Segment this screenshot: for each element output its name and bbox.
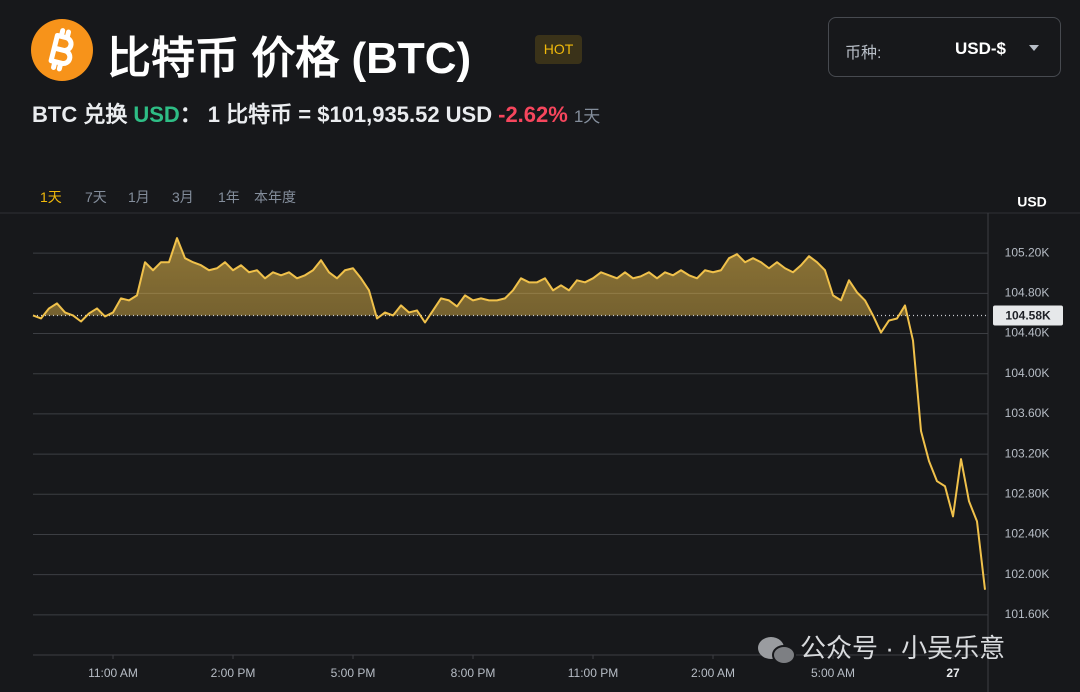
reference-label: 104.58K — [1005, 309, 1051, 323]
x-tick-label: 2:00 AM — [691, 666, 735, 680]
reference-tag — [993, 305, 1063, 326]
y-tick-label: 104.00K — [1005, 366, 1050, 380]
dropdown-arrow — [1029, 45, 1039, 51]
y-tick-label: 102.40K — [1005, 527, 1050, 541]
price-line — [32, 237, 986, 590]
x-tick-label: 5:00 PM — [331, 666, 376, 680]
select-label: 币种: — [845, 45, 882, 62]
range-tab[interactable]: 1月 — [128, 189, 150, 205]
y-tick-label: 101.60K — [1005, 607, 1050, 621]
y-tick-label: 103.20K — [1005, 446, 1050, 460]
hot-badge: HOT — [535, 35, 582, 64]
select-value: USD-$ — [955, 39, 1007, 58]
change: -2.62% — [498, 102, 568, 127]
colon: ： — [179, 102, 202, 127]
range-tab[interactable]: 本年度 — [254, 189, 296, 205]
x-tick-label: 2:00 PM — [211, 666, 256, 680]
y-tick-label: 104.80K — [1005, 286, 1050, 300]
rate: 1 比特币 = $101,935.52 USD — [207, 102, 493, 127]
range-tab[interactable]: 1年 — [218, 189, 240, 205]
btc-logo — [31, 19, 93, 81]
page-title: 比特币 价格 (BTC) — [107, 34, 472, 83]
range-tab[interactable]: 7天 — [85, 189, 107, 205]
y-tick-label: 102.80K — [1005, 486, 1050, 500]
x-tick-label: 5:00 AM — [811, 666, 855, 680]
x-tick-label: 11:00 AM — [88, 666, 138, 680]
y-tick-label: 102.00K — [1005, 567, 1050, 581]
period: 1天 — [573, 107, 601, 126]
pair: BTC 兑换 — [32, 102, 128, 127]
y-tick-label: 105.20K — [1005, 245, 1050, 259]
range-tab[interactable]: 1天 — [40, 189, 62, 205]
watermark-text: 公众号 · 小吴乐意 — [800, 633, 1005, 663]
y-unit: USD — [1017, 194, 1047, 210]
range-tab[interactable]: 3月 — [172, 189, 194, 205]
area-fill — [43, 238, 908, 316]
currency-select[interactable]: 币种: USD-$ — [828, 17, 1061, 77]
subtitle: BTC 兑换 USD： 1 比特币 = $101,935.52 USD -2.62% 1… — [32, 97, 606, 129]
x-tick-label: 8:00 PM — [451, 666, 496, 680]
watermark: 公众号 · 小吴乐意 — [758, 633, 1005, 665]
x-tick-label: 11:00 PM — [568, 666, 618, 680]
y-tick-label: 104.40K — [1005, 326, 1050, 340]
y-tick-label: 103.60K — [1005, 406, 1050, 420]
x-tick-label: 27 — [946, 666, 960, 680]
quote: USD — [133, 102, 180, 127]
